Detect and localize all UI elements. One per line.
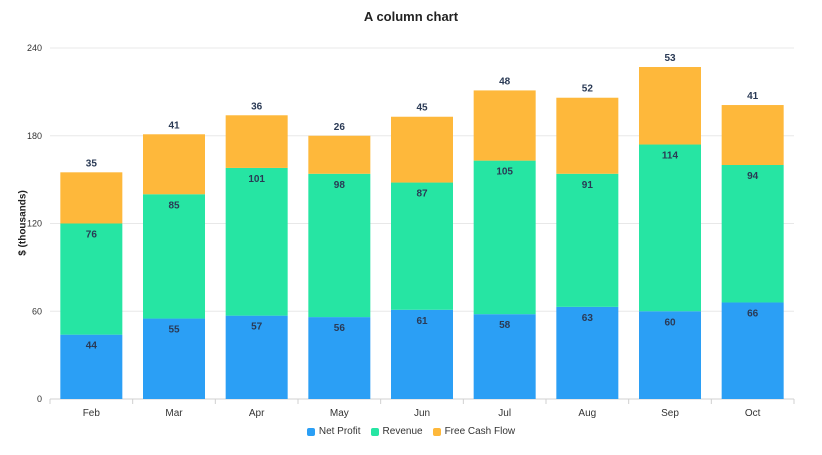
data-label: 61 bbox=[416, 316, 428, 327]
x-tick-label: Jun bbox=[414, 408, 430, 419]
legend-swatch bbox=[432, 427, 441, 436]
legend-item[interactable]: Free Cash Flow bbox=[432, 426, 516, 437]
legend-item[interactable]: Revenue bbox=[370, 426, 423, 437]
bar-segment bbox=[225, 315, 288, 399]
data-label: 55 bbox=[168, 325, 180, 336]
x-tick-label: Mar bbox=[165, 408, 183, 419]
data-label: 26 bbox=[334, 122, 346, 133]
legend-label: Net Profit bbox=[318, 426, 361, 437]
data-label: 35 bbox=[86, 158, 98, 169]
legend-label: Free Cash Flow bbox=[444, 426, 516, 437]
data-label: 53 bbox=[664, 53, 676, 64]
bar-segment bbox=[143, 194, 205, 319]
bar-segment bbox=[60, 223, 123, 335]
bar-segment bbox=[60, 334, 123, 399]
bar-segment bbox=[473, 314, 536, 399]
data-label: 36 bbox=[251, 101, 263, 112]
legend-label: Revenue bbox=[382, 426, 423, 437]
chart-legend: Net Profit Revenue Free Cash Flow bbox=[0, 426, 822, 437]
bar-segment bbox=[391, 116, 453, 183]
bar-segment bbox=[721, 165, 784, 303]
bar-segment bbox=[639, 144, 701, 312]
data-label: 52 bbox=[582, 84, 594, 95]
data-label: 41 bbox=[168, 120, 180, 131]
data-label: 101 bbox=[248, 174, 265, 185]
legend-item[interactable]: Net Profit bbox=[306, 426, 361, 437]
bar-segment bbox=[556, 306, 619, 399]
data-label: 85 bbox=[168, 200, 180, 211]
data-label: 57 bbox=[251, 322, 263, 333]
bar-segment bbox=[556, 173, 619, 307]
bar-segment bbox=[721, 105, 784, 165]
data-label: 45 bbox=[416, 103, 428, 114]
data-label: 41 bbox=[747, 91, 759, 102]
bar-segment bbox=[225, 115, 288, 168]
data-label: 76 bbox=[86, 230, 98, 241]
data-label: 87 bbox=[416, 189, 428, 200]
bar-segment bbox=[391, 182, 453, 310]
data-label: 114 bbox=[662, 151, 679, 162]
bar-segment bbox=[308, 317, 371, 399]
bar-segment bbox=[391, 309, 453, 399]
bar-segment bbox=[639, 311, 701, 399]
y-tick-label: 180 bbox=[27, 131, 42, 141]
x-tick-label: Aug bbox=[578, 408, 596, 419]
bar-segment bbox=[143, 318, 205, 399]
bar-segment bbox=[60, 172, 123, 224]
bar-segment bbox=[473, 90, 536, 161]
bar-segment bbox=[556, 97, 619, 174]
y-tick-label: 0 bbox=[37, 394, 42, 404]
data-label: 91 bbox=[582, 180, 594, 191]
x-tick-label: Sep bbox=[661, 408, 679, 419]
x-tick-label: Apr bbox=[249, 408, 265, 419]
data-label: 98 bbox=[334, 180, 346, 191]
x-tick-label: Feb bbox=[83, 408, 101, 419]
y-tick-label: 120 bbox=[27, 219, 42, 229]
data-label: 63 bbox=[582, 313, 594, 324]
data-label: 58 bbox=[499, 320, 511, 331]
x-tick-label: May bbox=[330, 408, 349, 419]
data-label: 60 bbox=[664, 317, 676, 328]
bar-segment bbox=[639, 67, 701, 145]
bar-segment bbox=[225, 167, 288, 316]
y-tick-label: 60 bbox=[32, 306, 42, 316]
data-label: 56 bbox=[334, 323, 346, 334]
bar-segment bbox=[473, 160, 536, 315]
bar-segment bbox=[721, 302, 784, 399]
bar-segment bbox=[308, 135, 371, 174]
bar-segment bbox=[308, 173, 371, 318]
legend-swatch bbox=[370, 427, 379, 436]
legend-swatch bbox=[306, 427, 315, 436]
data-label: 105 bbox=[496, 167, 513, 178]
data-label: 44 bbox=[86, 341, 98, 352]
chart-title: A column chart bbox=[363, 9, 459, 24]
y-tick-label: 240 bbox=[27, 43, 42, 53]
data-label: 66 bbox=[747, 308, 759, 319]
x-tick-label: Oct bbox=[745, 408, 761, 419]
bar-segment bbox=[143, 134, 205, 195]
data-label: 48 bbox=[499, 76, 511, 87]
data-label: 94 bbox=[747, 171, 759, 182]
x-tick-label: Jul bbox=[498, 408, 511, 419]
